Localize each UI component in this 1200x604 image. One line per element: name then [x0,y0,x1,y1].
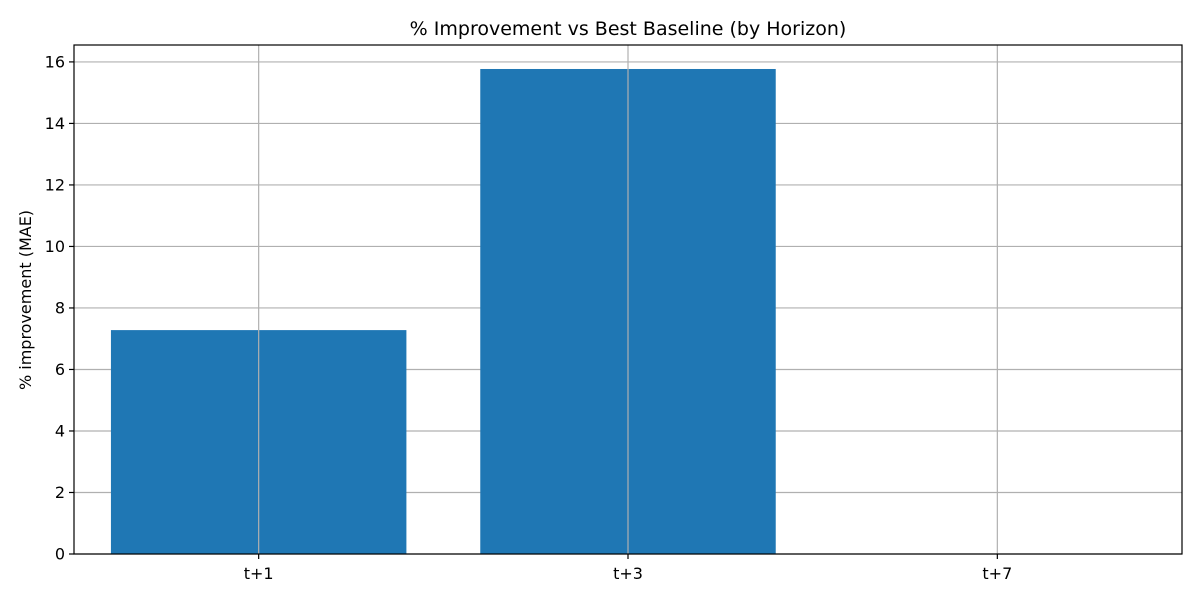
y-tick-labels: 0 2 4 6 8 10 12 14 16 [45,52,65,563]
y-tick-label: 12 [45,175,65,194]
y-tick-label: 0 [55,545,65,564]
bars [110,68,776,554]
y-axis-title: % improvement (MAE) [16,210,35,390]
y-tick-label: 2 [55,483,65,502]
plot-frame [73,44,1183,555]
y-tick-label: 4 [55,421,65,440]
chart-title: % Improvement vs Best Baseline (by Horiz… [410,18,847,40]
y-tick-label: 10 [45,237,65,256]
y-tick-label: 8 [55,298,65,317]
x-tick-label: t+3 [613,564,643,583]
x-tick-label: t+7 [982,564,1012,583]
y-tick-label: 16 [45,52,65,71]
y-tick-label: 6 [55,360,65,379]
x-tick-label: t+1 [244,564,274,583]
axes [69,44,1183,559]
x-tick-labels: t+1 t+3 t+7 [244,564,1013,583]
y-tick-label: 14 [45,114,65,133]
